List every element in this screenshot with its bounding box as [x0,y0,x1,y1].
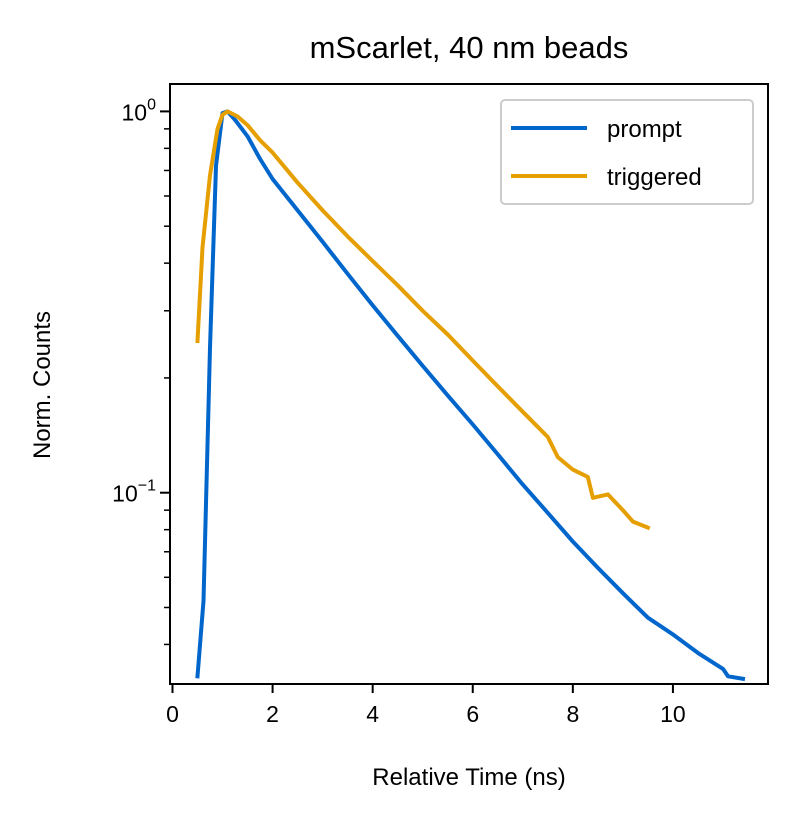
plot-area [195,109,746,682]
x-axis: 0 2 4 6 8 10 [166,684,686,727]
plot-frame [169,83,769,685]
x-tick-label: 4 [366,701,379,727]
x-tick-label: 0 [166,701,179,727]
x-tick-label: 10 [660,701,686,727]
y-tick-label: 100 [122,96,157,125]
x-tick-label: 8 [566,701,579,727]
legend-label-triggered: triggered [607,164,702,191]
legend-label-prompt: prompt [607,116,682,143]
legend: prompt triggered [500,99,754,205]
x-tick-label: 2 [266,701,279,727]
y-axis-label: Norm. Counts [29,311,56,459]
chart-title: mScarlet, 40 nm beads [310,30,629,65]
x-tick-label: 6 [466,701,479,727]
x-axis-label: Relative Time (ns) [372,764,565,791]
y-tick-label: 10−1 [112,478,156,507]
y-axis: 100 10−1 [112,96,170,646]
series-line-triggered [195,109,651,531]
